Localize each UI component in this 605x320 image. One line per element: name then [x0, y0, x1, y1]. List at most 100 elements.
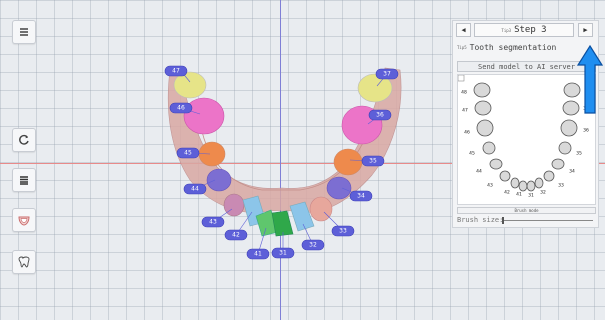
map-tooth-33[interactable]: [543, 170, 555, 182]
map-tooth-44[interactable]: [489, 158, 503, 170]
map-label-35: 35: [576, 151, 582, 157]
segmentation-panel: ◀ Tip3 Step 3 ▶ Tip5 Tooth segmentation …: [452, 20, 599, 228]
map-tooth-43[interactable]: [499, 170, 511, 182]
brush-mode-button[interactable]: Brush mode: [457, 207, 596, 214]
brush-size-slider-thumb[interactable]: [502, 217, 504, 224]
next-step-button[interactable]: ▶: [578, 23, 593, 37]
tooth-label-46[interactable]: [169, 102, 193, 114]
map-label-47: 47: [462, 108, 468, 114]
map-tooth-36[interactable]: [560, 119, 578, 137]
tooth-label-text-44: 44: [191, 186, 199, 193]
tooth-label-45[interactable]: [176, 147, 200, 159]
tooth-label-text-32: 32: [309, 242, 317, 249]
tooth-33[interactable]: [309, 196, 333, 222]
map-tooth-46[interactable]: [476, 119, 494, 137]
reset-view-button[interactable]: [12, 128, 36, 152]
map-label-45: 45: [469, 151, 475, 157]
tooth-46[interactable]: [183, 97, 225, 135]
tooth-label-text-46: 46: [177, 105, 185, 112]
x-axis-line: [0, 163, 605, 164]
map-label-32: 32: [540, 190, 546, 196]
teeth-icon: [18, 256, 30, 268]
segmentation-header: Tip5 Tooth segmentation: [457, 43, 556, 52]
map-tooth-41[interactable]: [518, 180, 528, 192]
teeth-view-button[interactable]: [12, 250, 36, 274]
menu-button[interactable]: [12, 20, 36, 44]
tooth-label-42[interactable]: [224, 229, 248, 241]
map-label-31: 31: [528, 193, 534, 199]
y-axis-line: [280, 0, 281, 320]
map-tooth-48[interactable]: [473, 82, 491, 98]
layers-icon: [20, 176, 28, 185]
map-label-43: 43: [487, 183, 493, 189]
tooth-37[interactable]: [357, 73, 393, 103]
brush-size-slider[interactable]: [502, 217, 593, 224]
tooth-label-text-34: 34: [357, 193, 365, 200]
map-tooth-34[interactable]: [551, 158, 565, 170]
map-tooth-31[interactable]: [526, 180, 536, 192]
segmentation-title: Tooth segmentation: [469, 43, 557, 52]
map-tooth-38[interactable]: [563, 82, 581, 98]
brush-size-row: Brush size:: [457, 216, 503, 224]
tooth-44[interactable]: [206, 168, 232, 192]
map-label-33: 33: [558, 183, 564, 189]
tooth-47[interactable]: [173, 71, 207, 99]
map-label-46: 46: [464, 130, 470, 136]
tooth-label-text-47: 47: [172, 68, 180, 75]
tooth-label-47[interactable]: [164, 65, 188, 77]
tooth-label-31[interactable]: [271, 247, 295, 259]
send-to-ai-button[interactable]: Send model to AI server: [457, 61, 596, 72]
jaw-view-button[interactable]: [12, 208, 36, 232]
reset-icon: [19, 134, 29, 145]
tooth-label-text-45: 45: [184, 150, 192, 157]
map-tooth-47[interactable]: [474, 100, 492, 116]
chevron-left-icon: ◀: [461, 26, 466, 34]
map-label-34: 34: [569, 169, 575, 175]
map-label-44: 44: [476, 169, 482, 175]
tooth-label-34[interactable]: [349, 190, 373, 202]
tooth-label-36[interactable]: [368, 109, 392, 121]
tooth-35[interactable]: [333, 148, 363, 176]
brush-size-label: Brush size:: [457, 216, 504, 224]
map-label-42: 42: [504, 190, 510, 196]
layers-button[interactable]: [12, 168, 36, 192]
step-label: Step 3: [514, 25, 547, 35]
tooth-label-35[interactable]: [361, 155, 385, 167]
prev-step-button[interactable]: ◀: [456, 23, 471, 37]
tooth-label-text-37: 37: [383, 71, 391, 78]
map-tooth-37[interactable]: [562, 100, 580, 116]
jaw-icon: [18, 216, 30, 226]
tooth-label-text-41: 41: [254, 251, 262, 258]
tooth-32[interactable]: [289, 201, 315, 232]
tooth-34[interactable]: [326, 176, 352, 200]
tooth-45[interactable]: [198, 141, 226, 167]
step-indicator: Tip3 Step 3: [474, 23, 574, 37]
tooth-label-33[interactable]: [331, 225, 355, 237]
segmentation-info-icon: Tip5: [457, 45, 467, 50]
tooth-label-text-31: 31: [279, 250, 287, 257]
tooth-label-44[interactable]: [183, 183, 207, 195]
tooth-43[interactable]: [223, 193, 245, 217]
tooth-label-32[interactable]: [301, 239, 325, 251]
map-label-41: 41: [516, 192, 522, 198]
highlight-arrow-icon: [577, 45, 603, 114]
map-tooth-42[interactable]: [510, 177, 520, 189]
tooth-label-43[interactable]: [201, 216, 225, 228]
map-tooth-32[interactable]: [534, 177, 544, 189]
tooth-label-text-36: 36: [376, 112, 384, 119]
map-label-36: 36: [583, 128, 589, 134]
tooth-label-text-42: 42: [232, 232, 240, 239]
map-tooth-35[interactable]: [558, 141, 572, 155]
map-label-48: 48: [461, 90, 467, 96]
tooth-label-41[interactable]: [246, 248, 270, 260]
tooth-label-text-35: 35: [369, 158, 377, 165]
send-to-ai-label: Send model to AI server: [478, 62, 575, 71]
tooth-label-37[interactable]: [375, 68, 399, 80]
map-tooth-45[interactable]: [482, 141, 496, 155]
chevron-right-icon: ▶: [583, 26, 588, 34]
tooth-31[interactable]: [271, 210, 294, 237]
menu-icon: [20, 28, 28, 36]
tooth-map[interactable]: 48 47 46 45 44 43 42 41 31 32 37 36 35 3…: [457, 74, 596, 205]
